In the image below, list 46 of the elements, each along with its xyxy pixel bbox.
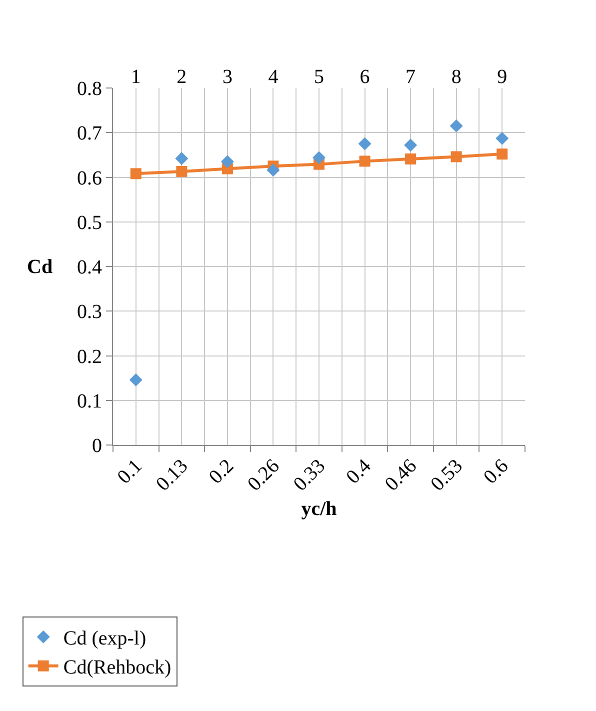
x2-tick-label: 1 [130, 66, 141, 88]
point [359, 156, 370, 167]
point [450, 119, 463, 132]
y-tick-label: 0.4 [77, 256, 102, 278]
legend-label: Cd (exp-l) [63, 628, 146, 650]
x-tick-label: 0.33 [289, 455, 330, 496]
point [175, 152, 188, 166]
x2-tick-label: 4 [268, 66, 278, 88]
y-tick-label: 0.7 [77, 122, 102, 145]
legend-label: Cd(Rehbock) [63, 656, 172, 679]
point [129, 373, 142, 386]
x2-tick-label: 2 [176, 66, 187, 88]
point [358, 137, 372, 150]
y-tick-label: 0.1 [77, 390, 102, 412]
point [130, 168, 142, 180]
x-axis-title: yc/h [301, 498, 337, 520]
x2-tick-label: 7 [406, 66, 416, 88]
x-tick-label: 0.4 [342, 455, 376, 488]
x2-tick-label: 9 [497, 66, 508, 88]
y-axis-title: Cd [27, 256, 53, 278]
point [404, 138, 418, 152]
point [312, 151, 326, 164]
x-tick-label: 0.53 [426, 455, 467, 496]
x2-tick-label: 8 [451, 66, 462, 88]
y-tick-label: 0.3 [77, 301, 102, 324]
y-tick-label: 0.8 [77, 78, 102, 100]
x-tick-label: 0.1 [113, 455, 146, 488]
x2-tick-label: 5 [314, 66, 324, 88]
point [450, 151, 462, 162]
x-tick-label: 0.13 [152, 455, 192, 496]
y-tick-label: 0.5 [77, 212, 102, 234]
y-tick-label: 0.6 [77, 167, 102, 190]
x2-tick-label: 3 [222, 66, 232, 88]
point [405, 153, 416, 164]
x-tick-label: 0.6 [479, 455, 513, 488]
point [496, 132, 509, 145]
x-tick-label: 0.26 [244, 455, 284, 496]
x-tick-label: 0.46 [380, 455, 422, 496]
x-tick-label: 0.2 [204, 455, 238, 488]
y-tick-label: 0.2 [77, 346, 102, 368]
point [266, 164, 280, 177]
point [496, 148, 508, 160]
point [220, 155, 234, 168]
y-tick-label: 0 [92, 435, 102, 457]
point [176, 166, 188, 177]
x2-tick-label: 6 [360, 66, 370, 88]
